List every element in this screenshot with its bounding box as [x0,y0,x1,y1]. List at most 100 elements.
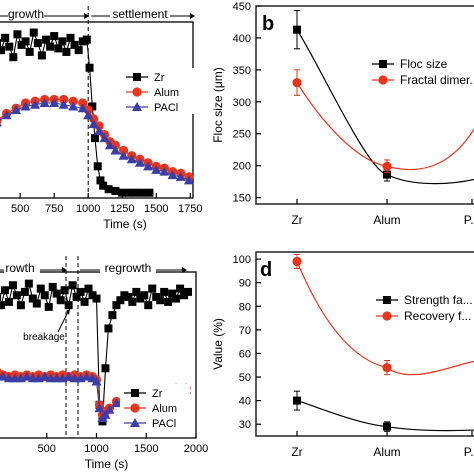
y-axis-label: Floc size (μm) [211,67,225,143]
legend-label-alum: Alum [152,403,177,415]
legend-label-zr: Zr [152,388,163,400]
data-point-zr [160,287,169,296]
data-point-zr [21,37,30,46]
y-tick-label: 100 [233,254,251,266]
x-tick-label: 750 [45,203,63,215]
legend-label-alum: Alum [154,87,179,99]
data-point-pacl [0,371,8,381]
legend-marker [382,311,392,321]
data-point-zr [84,284,93,293]
data-point-zr [138,188,147,197]
data-point-zr [118,188,127,197]
data-point-zr [124,292,133,301]
data-point-zr [88,102,97,111]
data-point-pacl [39,97,50,107]
data-point-zr [172,294,181,303]
arrow-head [182,267,187,273]
legend-marker [132,102,142,111]
legend-label-0: Strength fa... [404,293,473,307]
data-point-zr [64,301,73,310]
breakage-pointer [57,311,69,333]
legend-label-1: Fractal dimer... [400,73,474,87]
data-point-zr [46,42,55,51]
data-point-zr [70,40,79,49]
data-point-1 [292,78,302,88]
x-category-label: P... [464,445,474,459]
data-point-pacl [30,99,41,109]
data-point-pacl [0,122,2,127]
data-point-zr [164,297,173,306]
data-point-zr [29,28,38,37]
y-tick-label: 30 [239,419,251,431]
data-point-zr [40,291,49,300]
y-tick-label: 50 [239,372,251,384]
data-point-zr [99,181,108,190]
data-point-zr [72,292,81,301]
x-tick-label: 1000 [84,443,108,455]
data-point-alum [78,98,88,108]
x-tick-label: 500 [11,203,29,215]
data-point-pacl [1,110,12,120]
data-point-pacl [183,175,194,185]
y-tick-label: 300 [233,97,251,109]
data-point-zr [0,39,1,48]
legend-marker [132,87,142,97]
data-point-pacl [49,97,60,107]
label-bg [100,261,156,275]
legend-label-zr: Zr [154,72,165,84]
data-point-zr [17,40,26,49]
data-point-pacl [110,145,121,155]
data-point-pacl [104,404,115,414]
x-tick-label: 1500 [144,203,168,215]
data-point-zr [42,35,50,44]
x-category-label: Zr [291,213,302,227]
data-point-alum [59,94,69,105]
data-point-zr [60,286,69,295]
legend-label-1: Recovery f... [404,309,471,323]
x-axis-label: Time (s) [103,217,147,231]
data-point-zr [92,294,101,303]
data-point-pacl [94,403,105,413]
data-point-zr [9,53,18,62]
y-tick-label: 60 [239,348,251,360]
data-point-pacl [83,110,94,120]
data-point-zr [66,33,75,42]
y-tick-label: 90 [239,278,251,290]
y-tick-label: 150 [233,193,251,205]
data-point-zr [48,282,57,291]
data-point-zr [58,37,67,46]
data-point-pacl [118,150,129,160]
data-point-pacl [104,140,115,150]
data-point-zr [12,291,21,300]
label-bg [4,261,40,275]
y-tick-label: 70 [239,325,251,337]
data-point-zr [91,134,99,143]
data-point-pacl [77,103,88,113]
x-axis-label: Time (s) [85,457,129,471]
data-point-zr [78,37,87,46]
panel-letter-d: d [260,259,272,281]
data-point-zr [104,324,113,333]
data-point-alum [118,145,129,156]
data-point-0 [383,170,391,179]
data-point-pacl [94,126,105,136]
x-tick-label: 1250 [110,203,134,215]
data-point-zr [1,33,10,42]
data-point-pacl [151,164,162,174]
data-point-zr [62,47,71,56]
x-tick-label: 500 [38,443,56,455]
x-category-label: P... [464,213,474,227]
y-tick-label: 350 [233,65,251,77]
data-point-zr [116,296,125,305]
data-point-zr [111,186,120,195]
x-category-label: Zr [291,445,302,459]
series-curve-1 [296,82,474,171]
data-point-pacl [100,409,111,419]
data-point-zr [140,291,149,300]
legend-marker [130,403,140,413]
phase-label-growth: rowth [5,261,34,275]
data-point-zr [8,281,17,290]
data-point-zr [101,364,110,373]
data-point-zr [16,301,25,310]
